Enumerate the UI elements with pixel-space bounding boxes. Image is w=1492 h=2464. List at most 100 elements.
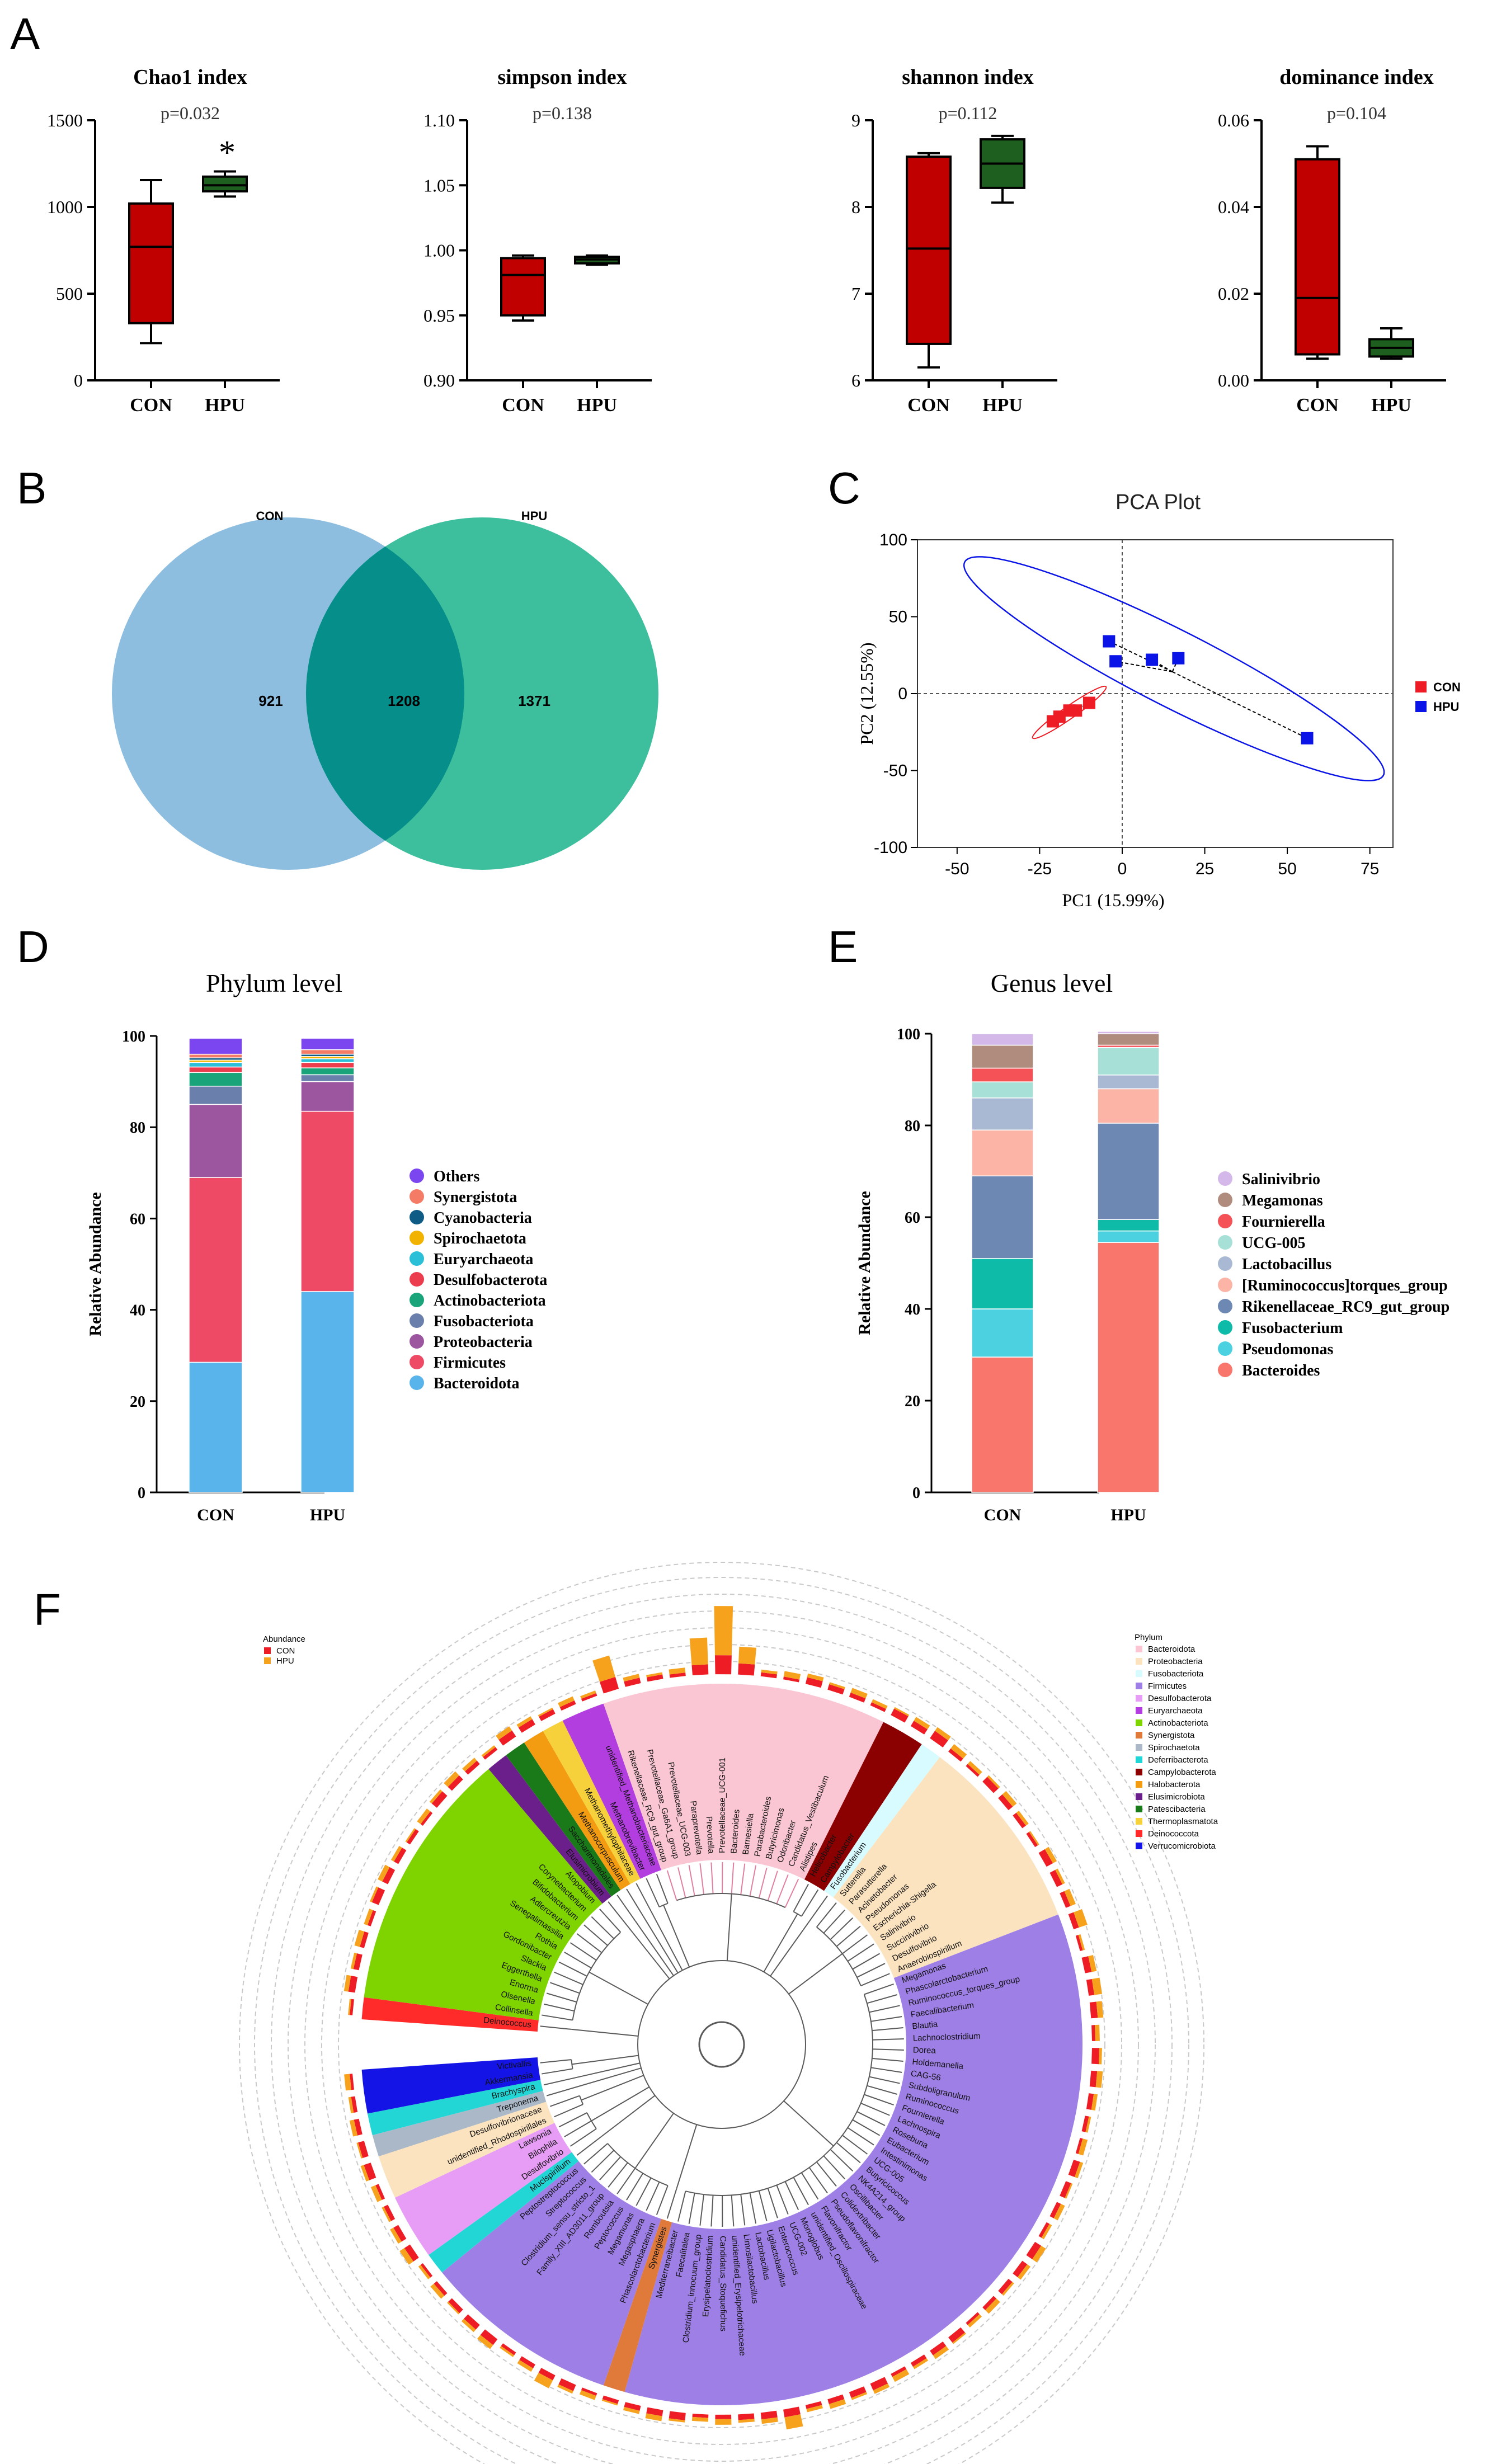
abundance-bar-con (624, 2402, 641, 2411)
abundance-bar-hpu (985, 2298, 1000, 2314)
venn-overlap (306, 517, 464, 870)
branch (870, 2016, 902, 2022)
abundance-bar-hpu (967, 2314, 982, 2328)
legend-label: Spirochaetota (1148, 1743, 1200, 1752)
y-tick-label: 1000 (47, 197, 83, 217)
abundance-bar-con (483, 1747, 498, 1760)
branch (543, 2003, 575, 2012)
branch (616, 1895, 636, 1921)
abundance-bar-con (1091, 2025, 1095, 2041)
branch (550, 2095, 580, 2107)
legend-swatch (1218, 1171, 1232, 1186)
bar-segment (1097, 1075, 1160, 1090)
legend-swatch (410, 1293, 424, 1307)
legend-swatch (1136, 1744, 1142, 1751)
branch (550, 1982, 580, 1994)
abundance-bar-con (948, 1748, 963, 1762)
clade-arc (816, 1926, 862, 1986)
legend-label: HPU (1433, 700, 1459, 714)
abundance-bar-hpu (987, 1775, 1000, 1789)
legend-title: Phylum (1135, 1633, 1162, 1642)
branch (583, 1924, 608, 1946)
abundance-bar-con (998, 2278, 1013, 2295)
abundance-bar-hpu (348, 2096, 354, 2113)
branch (569, 1942, 597, 1961)
bar-con (971, 1033, 1034, 1493)
branch (677, 1867, 686, 1898)
branch (869, 2005, 900, 2013)
abundance-bar-con (646, 1674, 663, 1682)
branch (583, 2143, 608, 2165)
x-tick-label: CON (1296, 395, 1339, 416)
abundance-bar-hpu (1064, 1888, 1076, 1906)
legend-swatch (1218, 1256, 1232, 1271)
bar-segment (189, 1062, 243, 1068)
centroid-link (1115, 661, 1173, 672)
phylum-sector (429, 2152, 579, 2273)
abundance-bar-con (1060, 2181, 1071, 2198)
abundance-bar-hpu (1002, 1791, 1017, 1807)
branch (540, 2059, 572, 2063)
x-tick-label: CON (197, 1506, 234, 1524)
branch (767, 1871, 778, 1901)
abundance-bar-con (448, 2298, 463, 2314)
y-tick-label: 0.90 (423, 370, 455, 390)
box-body (128, 202, 174, 324)
venn-count-hpu-only: 1371 (518, 692, 550, 709)
abundance-bar-hpu (806, 2405, 823, 2413)
bar-segment (189, 1038, 243, 1055)
bar-segment (1097, 1031, 1160, 1034)
abundance-bar-con (420, 1811, 433, 1826)
bar-segment (300, 1081, 355, 1112)
abundance-bar-con (669, 1672, 686, 1678)
data-point (1082, 696, 1095, 709)
abundance-bar-con (364, 2163, 376, 2180)
clade-stem (676, 2124, 698, 2189)
significance-star: * (219, 134, 236, 171)
legend-label: Campylobacterota (1148, 1768, 1216, 1777)
branch (842, 2135, 868, 2155)
branch (864, 1983, 894, 1995)
abundance-bar-hpu (912, 2358, 929, 2369)
abundance-bar-con (891, 2366, 907, 2377)
abundance-bar-hpu (1078, 2138, 1088, 2156)
legend-label: Lactobacillus (1242, 1256, 1331, 1273)
legend-swatch (1218, 1193, 1232, 1207)
abundance-bar-hpu (496, 1726, 512, 1740)
branch (608, 2162, 628, 2188)
branch (836, 1925, 861, 1947)
y-tick-label: 60 (905, 1209, 920, 1227)
legend-swatch (1136, 1818, 1142, 1825)
legend-swatch (1136, 1843, 1142, 1849)
branch (626, 2173, 644, 2201)
branch (656, 1874, 669, 1904)
abundance-bar-con (998, 1794, 1013, 1811)
phylum-sector (395, 2123, 572, 2255)
abundance-bar-hpu (1095, 2071, 1103, 2088)
legend-swatch (1218, 1363, 1232, 1377)
legend-label: Thermoplasmatota (1148, 1817, 1218, 1826)
abundance-bar-con (1013, 2260, 1028, 2278)
branch (784, 2181, 799, 2211)
abundance-bar-hpu (382, 2207, 392, 2222)
bar-segment (189, 1104, 243, 1178)
x-tick-label: CON (907, 395, 950, 416)
bar-segment (971, 1129, 1034, 1176)
panel-label-b: B (17, 463, 46, 513)
legend-swatch (1136, 1732, 1142, 1739)
branch (540, 2025, 572, 2030)
chart-title: Phylum level (206, 969, 342, 997)
abundance-bar-con (581, 2387, 597, 2396)
abundance-bar-hpu (1074, 1909, 1088, 1928)
branch (558, 1961, 587, 1977)
abundance-bar-hpu (343, 1975, 351, 1992)
phylum-legend: Phylum Bacteroidota Proteobacteria Fusobact… (1135, 1633, 1218, 1851)
y-tick-label: 60 (130, 1210, 145, 1228)
legend-label: Fournierella (1242, 1213, 1325, 1231)
abundance-bar-con (367, 1910, 376, 1926)
clade-stem (663, 1905, 690, 1967)
data-point (1301, 732, 1314, 745)
bar-segment (300, 1049, 355, 1055)
abundance-bar-hpu (364, 1909, 373, 1925)
confidence-ellipse (963, 556, 1385, 781)
